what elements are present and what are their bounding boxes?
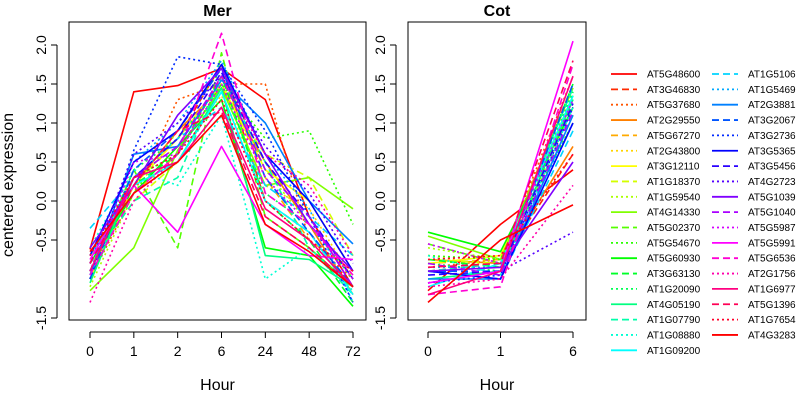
panels-layer: Mer 0 1 2 6 24 48 72 Hour -1.5 -0.5 0.0 0.5 1.0 1.5 2.0…: [33, 3, 587, 394]
y-tick-label: -1.5: [372, 306, 388, 330]
x-tick-label: 6: [569, 343, 577, 359]
legend-label: AT5G48600: [647, 70, 701, 81]
legend-label: AT1G08880: [647, 330, 701, 341]
legend-label: AT4G3283: [748, 330, 796, 341]
x-tick-label: 0: [424, 343, 432, 359]
legend-label: AT4G14330: [647, 208, 701, 219]
legend-label: AT1G07790: [647, 315, 701, 326]
legend-label: AT1G6977: [748, 284, 796, 295]
y-tick-label: 0.0: [372, 191, 388, 211]
legend-label: AT5G6536: [748, 254, 796, 265]
legend-label: AT1G20090: [647, 284, 701, 295]
y-tick-label: 1.5: [33, 74, 49, 94]
series-line-13: [427, 107, 574, 253]
series-line-34: [89, 106, 354, 288]
series-line-26: [89, 71, 354, 280]
y-tick-label: -0.5: [372, 228, 388, 252]
legend-label: AT2G29550: [647, 116, 701, 127]
series-line-36: [427, 153, 574, 261]
y-tick-label: 0.5: [372, 152, 388, 172]
legend-label: AT5G5987: [748, 223, 796, 234]
legend-label: AT1G5106: [748, 70, 796, 81]
series-line-23: [89, 67, 354, 288]
x-tick-label: 0: [86, 343, 94, 359]
legend-label: AT3G5456: [748, 162, 796, 173]
series-line-31: [427, 40, 574, 284]
series-line-2: [89, 63, 354, 288]
legend-label: AT5G67270: [647, 131, 701, 142]
legend-label: AT1G7654: [748, 315, 796, 326]
x-tick-label: 2: [174, 343, 182, 359]
legend-label: AT5G5991: [748, 238, 796, 249]
legend-label: AT2G3881: [748, 100, 796, 111]
panel-title: Cot: [484, 3, 511, 20]
legend-label: AT3G12110: [647, 162, 700, 173]
panel-title: Mer: [203, 3, 231, 20]
series-line-32: [427, 64, 574, 296]
series-line-21: [89, 59, 354, 303]
x-axis-label: Hour: [200, 377, 235, 394]
series-line-24: [89, 55, 354, 303]
plot-frame: [68, 21, 367, 321]
x-tick-label: 72: [345, 343, 361, 359]
series-line-25: [89, 63, 354, 272]
legend-label: AT1G5469: [748, 85, 796, 96]
y-tick-label: 1.0: [33, 113, 49, 133]
series-line-37: [89, 114, 354, 288]
y-tick-label: 1.5: [372, 74, 388, 94]
legend-label: AT3G5365: [748, 146, 796, 157]
legend-label: AT4G05190: [647, 300, 701, 311]
series-line-33: [89, 75, 354, 303]
x-tick-label: 1: [130, 343, 138, 359]
y-tick-label: 1.0: [372, 113, 388, 133]
legend-label: AT3G46830: [647, 85, 701, 96]
legend-label: AT3G2736: [748, 131, 796, 142]
legend: AT5G48600 AT3G46830 AT5G37680 AT2G29550 AT5G…: [611, 70, 796, 357]
legend-label: AT5G1039: [748, 192, 796, 203]
x-tick-label: 48: [301, 343, 317, 359]
series-line-37: [427, 204, 574, 304]
legend-label: AT1G09200: [647, 346, 701, 357]
panel-cot: Cot 0 1 6 Hour -1.5 -0.5 0.0 0.5 1.0 1.5 2.0: [372, 3, 587, 394]
legend-label: AT2G43800: [647, 146, 701, 157]
series-line-29: [89, 75, 354, 288]
x-tick-label: 6: [218, 343, 226, 359]
legend-label: AT3G63130: [647, 269, 701, 280]
series-line-29: [427, 110, 574, 276]
plot-frame: [407, 21, 587, 321]
legend-label: AT2G1756: [748, 269, 796, 280]
y-tick-label: 0.0: [33, 191, 49, 211]
legend-label: AT5G1040: [748, 208, 796, 219]
series-line-35: [89, 110, 354, 288]
x-tick-label: 24: [258, 343, 274, 359]
series-line-34: [427, 75, 574, 296]
y-tick-label: 0.5: [33, 152, 49, 172]
legend-label: AT5G54670: [647, 238, 701, 249]
y-tick-label: -0.5: [33, 228, 49, 252]
legend-label: AT1G59540: [647, 192, 701, 203]
legend-label: AT5G02370: [647, 223, 701, 234]
legend-label: AT3G2067: [748, 116, 796, 127]
x-axis-label: Hour: [480, 377, 515, 394]
legend-label: AT5G37680: [647, 100, 701, 111]
series-line-1: [427, 169, 574, 292]
y-axis-label: centered expression: [0, 113, 17, 257]
y-tick-label: 2.0: [33, 35, 49, 55]
legend-label: AT5G1396: [748, 300, 796, 311]
series-line-35: [427, 60, 574, 269]
legend-label: AT4G2723: [748, 177, 796, 188]
series-line-18: [427, 107, 574, 276]
series-line-28: [427, 161, 574, 272]
panel-mer: Mer 0 1 2 6 24 48 72 Hour -1.5 -0.5 0.0 0.5 1.0 1.5 2.0: [33, 3, 367, 394]
x-tick-label: 1: [497, 343, 505, 359]
legend-label: AT5G60930: [647, 254, 701, 265]
y-tick-label: -1.5: [33, 306, 49, 330]
y-tick-label: 2.0: [372, 35, 388, 55]
legend-label: AT1G18370: [647, 177, 701, 188]
